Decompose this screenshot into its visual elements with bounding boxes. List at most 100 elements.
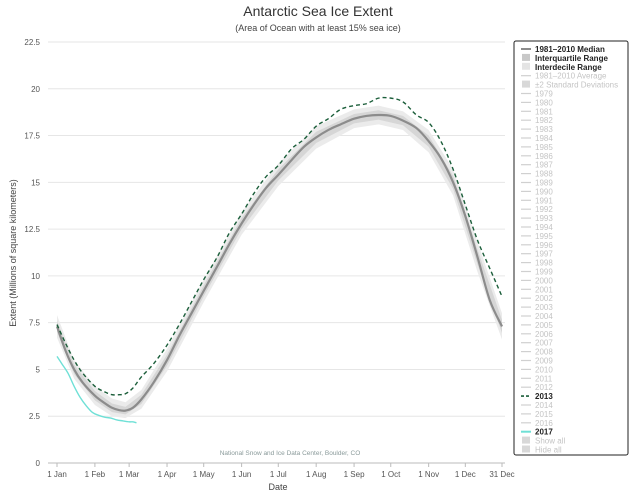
legend-label: 2003: [535, 303, 553, 312]
x-tick-label: 1 Apr: [158, 470, 177, 479]
legend-label: 1988: [535, 170, 553, 179]
legend-item-1988[interactable]: 1988: [521, 170, 553, 179]
legend-label: 2016: [535, 419, 553, 428]
legend-item-interquartile-range[interactable]: Interquartile Range: [522, 53, 608, 63]
legend-item-show-all[interactable]: Show all: [522, 436, 565, 446]
legend-label: 2001: [535, 285, 553, 294]
legend-item-1979[interactable]: 1979: [521, 90, 553, 99]
legend-item-1980[interactable]: 1980: [521, 98, 553, 107]
legend-item-2003[interactable]: 2003: [521, 303, 553, 312]
legend-item-2000[interactable]: 2000: [521, 276, 553, 285]
legend-item-1984[interactable]: 1984: [521, 134, 553, 143]
legend-item-2006[interactable]: 2006: [521, 330, 553, 339]
legend-label: 2002: [535, 294, 553, 303]
legend-item-1990[interactable]: 1990: [521, 187, 553, 196]
x-tick-labels: 1 Jan 1 Feb 1 Mar 1 Apr 1 May 1 Jun 1 Jul 1 Aug…: [47, 463, 515, 479]
legend-label: 1985: [535, 143, 553, 152]
chart-subtitle: (Area of Ocean with at least 15% sea ice…: [235, 23, 401, 33]
legend-item-1989[interactable]: 1989: [521, 179, 553, 188]
legend-item-1998[interactable]: 1998: [521, 259, 553, 268]
y-tick-label: 0: [36, 459, 41, 468]
y-tick-label: 22.5: [24, 38, 40, 47]
legend-swatch: [522, 62, 530, 70]
legend-label: 2011: [535, 374, 553, 383]
legend-item-2011[interactable]: 2011: [521, 374, 553, 383]
legend-item-2001[interactable]: 2001: [521, 285, 553, 294]
legend-item-1997[interactable]: 1997: [521, 250, 553, 259]
legend-item-1981-2010-average[interactable]: 1981–2010 Average: [521, 72, 607, 81]
legend-item-2014[interactable]: 2014: [521, 401, 553, 410]
legend-item-1982[interactable]: 1982: [521, 116, 553, 125]
legend-item-1994[interactable]: 1994: [521, 223, 553, 232]
x-tick-label: 1 Jan: [47, 470, 67, 479]
legend-label: 1981–2010 Median: [535, 45, 605, 54]
legend-item-1999[interactable]: 1999: [521, 268, 553, 277]
legend-item-2016[interactable]: 2016: [521, 419, 553, 428]
legend-label: 2006: [535, 330, 553, 339]
legend-item--2-standard-deviations[interactable]: ±2 Standard Deviations: [522, 80, 618, 90]
legend-item-2005[interactable]: 2005: [521, 321, 553, 330]
legend-box: [513, 40, 629, 456]
legend-label: 2009: [535, 357, 553, 366]
legend-item-1985[interactable]: 1985: [521, 143, 553, 152]
legend-label: 2015: [535, 410, 553, 419]
legend-label: 1984: [535, 134, 553, 143]
legend-item-hide-all[interactable]: Hide all: [522, 445, 562, 455]
legend-item-1995[interactable]: 1995: [521, 232, 553, 241]
legend-label: 1979: [535, 90, 553, 99]
legend-label: 2012: [535, 383, 553, 392]
x-tick-label: 1 Dec: [455, 470, 476, 479]
legend-item-1992[interactable]: 1992: [521, 205, 553, 214]
series-line-2017: [56, 355, 137, 424]
legend-swatch: [522, 80, 530, 88]
legend-label: 1986: [535, 152, 553, 161]
legend-item-1996[interactable]: 1996: [521, 241, 553, 250]
y-tick-label: 17.5: [24, 132, 40, 141]
legend-item-1981-2010-median[interactable]: 1981–2010 Median: [521, 45, 605, 54]
legend-label: Hide all: [535, 446, 562, 455]
legend-item-1983[interactable]: 1983: [521, 125, 553, 134]
legend-item-2012[interactable]: 2012: [521, 383, 553, 392]
legend-label: 1993: [535, 214, 553, 223]
legend-item-1986[interactable]: 1986: [521, 152, 553, 161]
legend-item-2013[interactable]: 2013: [521, 392, 553, 401]
legend-label: 1991: [535, 196, 553, 205]
y-tick-label: 12.5: [24, 225, 40, 234]
legend-label: 2008: [535, 348, 553, 357]
legend-label: 2000: [535, 276, 553, 285]
legend-item-2017[interactable]: 2017: [521, 428, 553, 437]
x-tick-label: 1 Nov: [418, 470, 439, 479]
legend-label: 1980: [535, 98, 553, 107]
legend-label: 2005: [535, 321, 553, 330]
legend-item-2007[interactable]: 2007: [521, 339, 553, 348]
legend-label: 1995: [535, 232, 553, 241]
legend-swatch: [522, 445, 530, 453]
legend-label: 1982: [535, 116, 553, 125]
legend-item-2004[interactable]: 2004: [521, 312, 553, 321]
legend-item-2010[interactable]: 2010: [521, 365, 553, 374]
legend-item-2009[interactable]: 2009: [521, 357, 553, 366]
legend-item-1981[interactable]: 1981: [521, 107, 553, 116]
legend-label: 2013: [535, 392, 553, 401]
legend-item-2008[interactable]: 2008: [521, 348, 553, 357]
legend-label: 2010: [535, 365, 553, 374]
legend-item-1987[interactable]: 1987: [521, 161, 553, 170]
median-line: [55, 113, 503, 412]
y-tick-label: 20: [31, 85, 40, 94]
legend-swatch: [522, 436, 530, 444]
x-tick-label: 1 Mar: [119, 470, 140, 479]
legend-item-2015[interactable]: 2015: [521, 410, 553, 419]
legend-item-interdecile-range[interactable]: Interdecile Range: [522, 62, 602, 72]
legend-item-2002[interactable]: 2002: [521, 294, 553, 303]
legend-label: 1981: [535, 107, 553, 116]
range-bands: [57, 105, 502, 419]
y-tick-labels: 0 2.5 5 7.5 10 12.5 15 17.5 20 22.5: [24, 38, 40, 468]
x-tick-label: 1 Sep: [344, 470, 365, 479]
legend-label: Interdecile Range: [535, 63, 602, 72]
x-tick-label: 31 Dec: [489, 470, 514, 479]
legend-item-1991[interactable]: 1991: [521, 196, 553, 205]
legend-label: 1998: [535, 259, 553, 268]
legend-item-1993[interactable]: 1993: [521, 214, 553, 223]
